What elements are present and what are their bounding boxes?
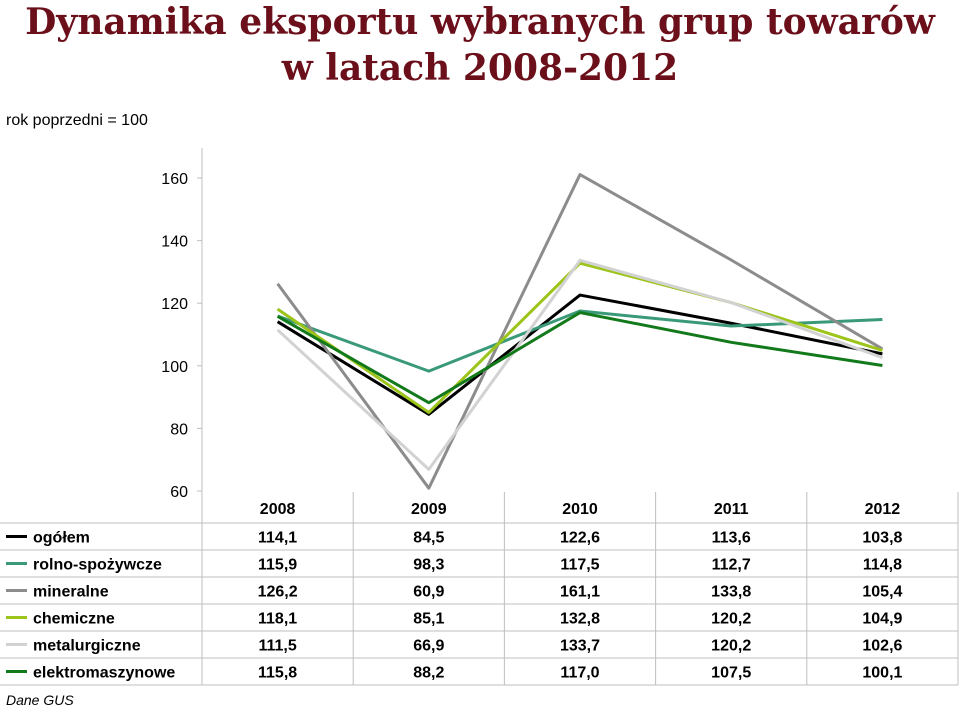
- data-label: 98,3: [413, 557, 444, 574]
- data-label: 88,2: [413, 665, 444, 682]
- line-chart-with-data-table: 60 80 100 120 140 160 2008 2009 2010 2011 2012 ogó…: [0, 148, 959, 686]
- data-label: 111,5: [258, 638, 296, 655]
- x-category-label: 2008: [260, 501, 296, 518]
- data-label: 85,1: [413, 611, 444, 628]
- series-line-elektromaszynowe: [276, 311, 883, 405]
- series-line-ogółem: [276, 293, 883, 416]
- data-label: 117,5: [560, 557, 599, 574]
- data-label: 60,9: [413, 584, 444, 601]
- legend-label: chemiczne: [33, 611, 115, 628]
- series-line-chemiczne: [276, 261, 883, 414]
- legend-label: metalurgiczne: [33, 638, 141, 655]
- y-tick-label: 160: [161, 171, 188, 188]
- source-note: Dane GUS: [6, 692, 74, 708]
- data-label: 105,4: [862, 584, 902, 601]
- chart-title-line2: w latach 2008-2012: [281, 47, 679, 89]
- data-label: 132,8: [560, 611, 600, 628]
- data-label: 84,5: [413, 530, 444, 547]
- series-line-metalurgiczne: [276, 258, 883, 471]
- data-label: 115,9: [258, 557, 297, 574]
- legend-label: elektromaszynowe: [33, 665, 175, 682]
- x-category-label: 2009: [411, 501, 447, 518]
- series-line-rolno-spożywcze: [277, 309, 883, 373]
- chart-title-line1: Dynamika eksportu wybranych grup towarów: [25, 1, 935, 43]
- data-label: 113,6: [712, 530, 751, 547]
- data-label: 117,0: [560, 665, 599, 682]
- y-tick-label: 120: [161, 296, 188, 313]
- series-line-mineralne: [276, 173, 884, 490]
- data-label: 115,8: [258, 665, 297, 682]
- legend-label: mineralne: [33, 584, 109, 601]
- data-label: 126,2: [258, 584, 298, 601]
- unit-note: rok poprzedni = 100: [6, 112, 148, 129]
- legend-label: rolno-spożywcze: [33, 557, 162, 574]
- data-label: 118,1: [258, 611, 297, 628]
- data-label: 102,6: [862, 638, 902, 655]
- data-label: 114,1: [258, 530, 297, 547]
- plot-area: [276, 173, 884, 490]
- x-category-label: 2012: [865, 501, 901, 518]
- y-tick-label: 60: [170, 484, 188, 501]
- data-label: 122,6: [560, 530, 600, 547]
- data-table-grid: [0, 492, 959, 686]
- data-label: 161,1: [560, 584, 600, 601]
- data-label: 112,7: [712, 557, 751, 574]
- x-category-label: 2011: [714, 501, 749, 518]
- data-table: 2008 2009 2010 2011 2012 ogółem 114,1 84,5 122,6…: [6, 501, 903, 682]
- data-label: 107,5: [711, 665, 751, 682]
- data-label: 100,1: [862, 665, 902, 682]
- data-label: 66,9: [413, 638, 444, 655]
- data-label: 133,8: [711, 584, 751, 601]
- legend-label: ogółem: [33, 530, 90, 547]
- y-tick-label: 80: [170, 421, 188, 438]
- y-tick-label: 140: [161, 234, 188, 251]
- data-label: 120,2: [711, 638, 751, 655]
- x-category-label: 2010: [562, 501, 598, 518]
- y-tick-label: 100: [161, 359, 188, 376]
- data-label: 104,9: [862, 611, 902, 628]
- data-label: 133,7: [560, 638, 600, 655]
- y-axis: 60 80 100 120 140 160: [161, 148, 203, 501]
- data-label: 120,2: [711, 611, 751, 628]
- data-label: 103,8: [862, 530, 902, 547]
- data-label: 114,8: [863, 557, 902, 574]
